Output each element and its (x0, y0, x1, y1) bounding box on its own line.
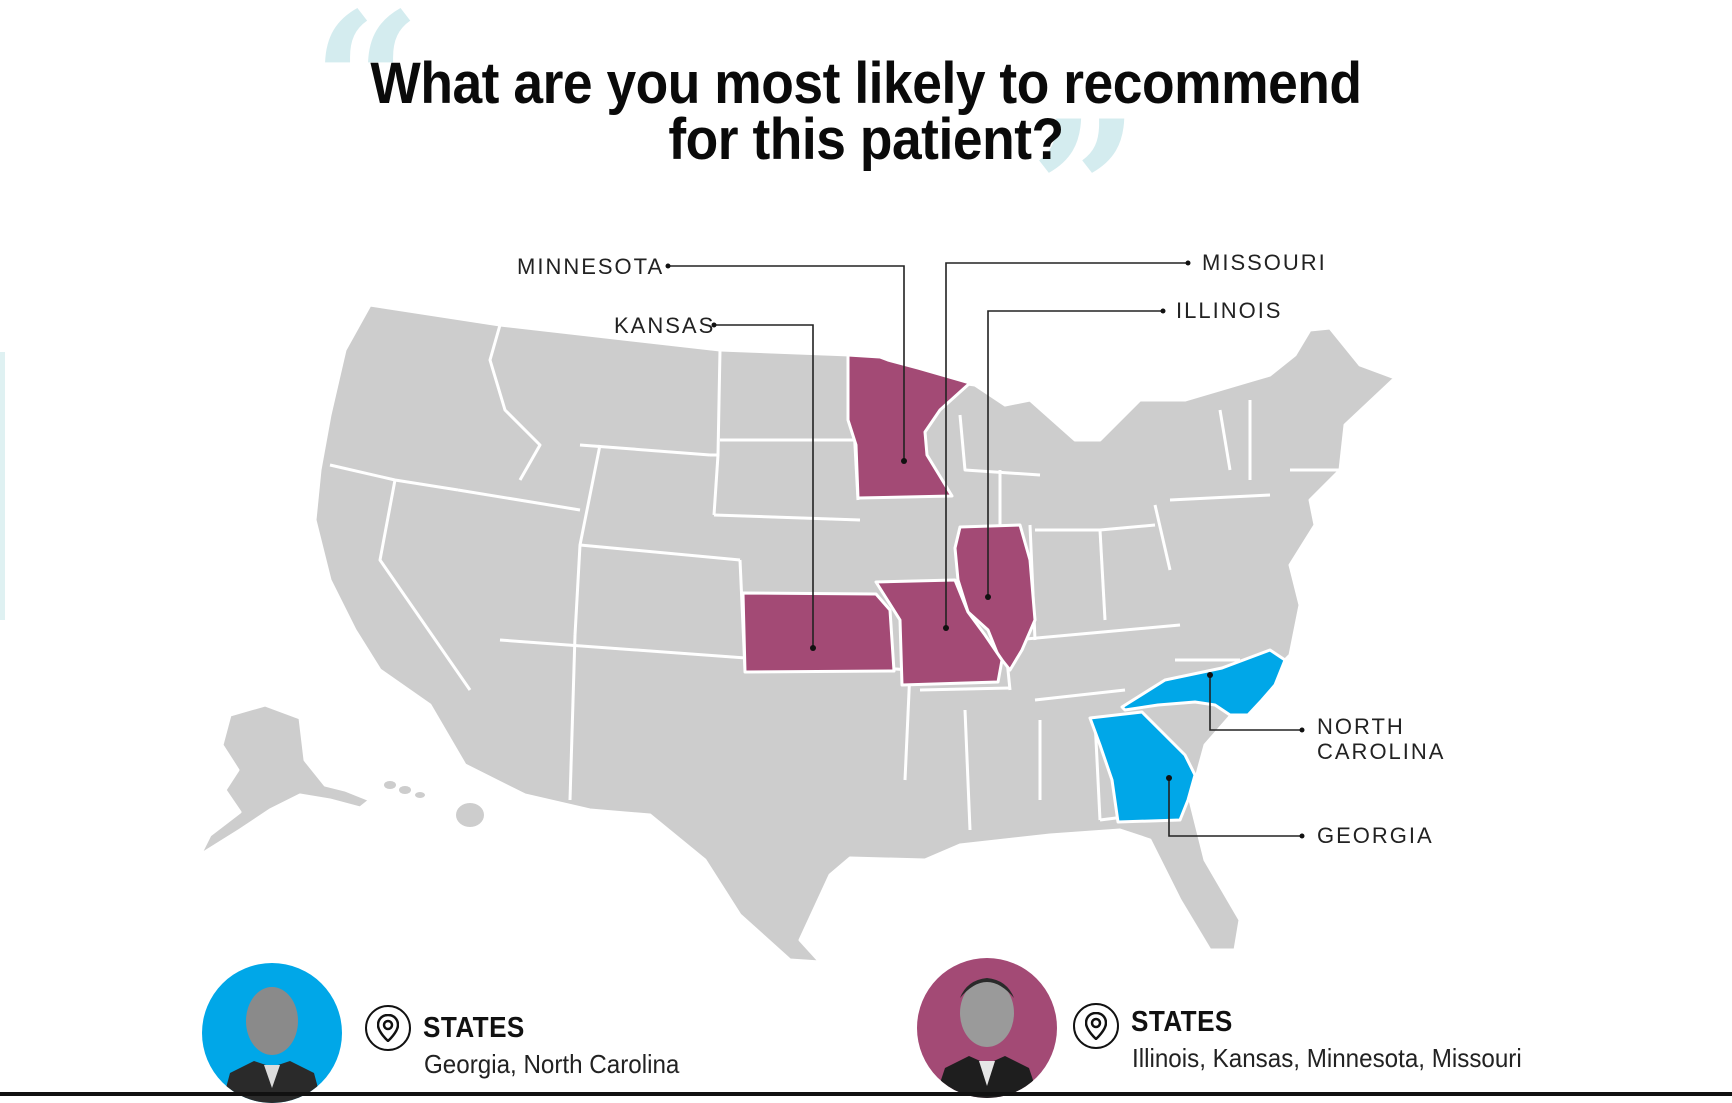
label-georgia: GEORGIA (1317, 823, 1434, 848)
avatar (917, 958, 1057, 1098)
location-pin-icon (1073, 1003, 1119, 1049)
state-illinois (953, 523, 1037, 672)
label-north-carolina-line2: CAROLINA (1317, 739, 1445, 764)
bottom-rule (0, 1092, 1732, 1096)
label-minnesota: MINNESOTA (517, 254, 664, 279)
location-pin-icon (365, 1005, 411, 1051)
leader-illinois (987, 310, 1163, 597)
state-north-carolina (1120, 648, 1287, 717)
leader-georgia (1168, 778, 1302, 837)
person-silhouette-icon (222, 987, 322, 1103)
open-quote-mark: “ (312, 0, 422, 194)
hawaii-shape (384, 781, 484, 827)
states-heading: STATES (423, 1012, 525, 1044)
leader-north-carolina (1209, 675, 1302, 731)
state-minnesota (846, 353, 972, 500)
leader-dot (943, 625, 949, 631)
leader-dot (1299, 727, 1305, 733)
states-heading: STATES (1131, 1006, 1233, 1038)
states-list: Illinois, Kansas, Minnesota, Missouri (1132, 1043, 1522, 1073)
leader-dot (1166, 775, 1172, 781)
question-title: What are you most likely to recommend fo… (69, 51, 1662, 172)
leader-dot (985, 594, 991, 600)
avatar (202, 963, 342, 1103)
state-kansas (741, 591, 896, 674)
leader-dot (1160, 308, 1166, 314)
question-title-line-1: What are you most likely to recommend (370, 51, 1362, 116)
leader-dot (901, 458, 907, 464)
states-list: Georgia, North Carolina (424, 1049, 680, 1079)
state-missouri (874, 578, 1004, 687)
close-quote-mark: ” (1030, 79, 1140, 302)
leader-dot (1207, 672, 1213, 678)
label-north-carolina-line1: NORTH (1317, 714, 1405, 739)
leader-dot (665, 263, 671, 269)
leader-dot (810, 645, 816, 651)
state-borders (329, 324, 1340, 831)
question-title-line-2: for this patient? (668, 107, 1064, 172)
person-silhouette-icon (935, 978, 1039, 1098)
leader-dot (1185, 260, 1191, 266)
left-accent-bar (0, 352, 5, 620)
leader-missouri (945, 262, 1188, 628)
alaska-shape (198, 703, 372, 857)
label-kansas: KANSAS (614, 313, 715, 338)
leader-kansas (714, 324, 814, 648)
label-missouri: MISSOURI (1202, 250, 1327, 275)
leader-dot (1299, 833, 1305, 839)
label-illinois: ILLINOIS (1176, 298, 1282, 323)
leader-minnesota (668, 265, 905, 461)
leader-dot (711, 322, 717, 328)
